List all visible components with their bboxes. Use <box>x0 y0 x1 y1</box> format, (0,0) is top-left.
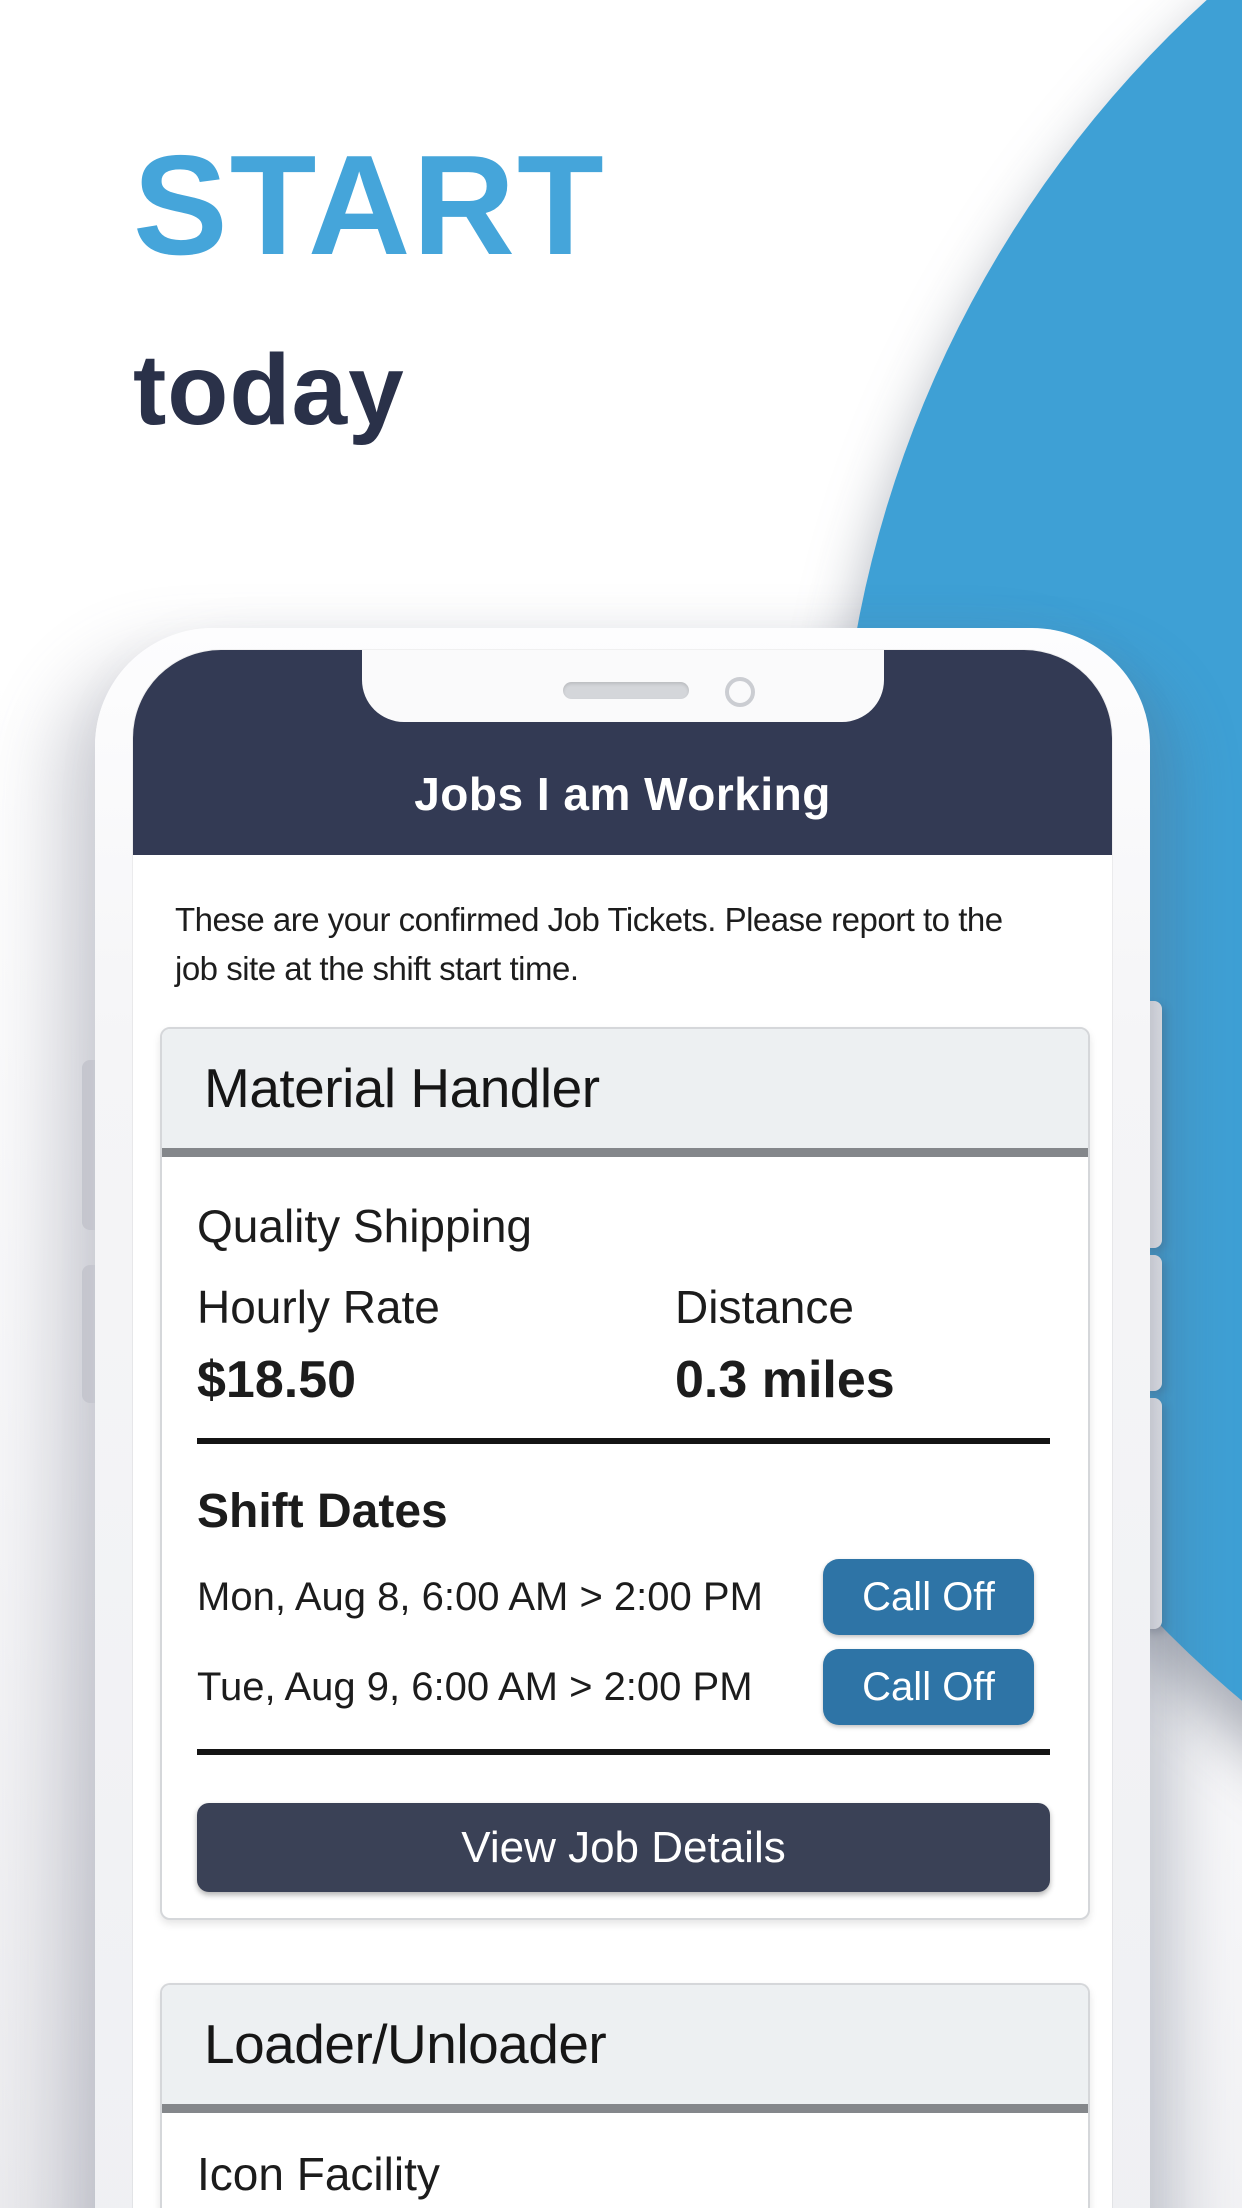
shift-datetime: Tue, Aug 9, 6:00 AM > 2:00 PM <box>197 1664 753 1709</box>
shift-row: Tue, Aug 9, 6:00 AM > 2:00 PM Call Off <box>197 1649 1050 1725</box>
call-off-button[interactable]: Call Off <box>823 1649 1034 1725</box>
rate-distance-labels: Hourly Rate Distance <box>197 1280 1050 1334</box>
job-title: Loader/Unloader <box>162 1985 1088 2113</box>
hero-title-today: today <box>133 334 405 447</box>
shift-dates-heading: Shift Dates <box>197 1485 448 1538</box>
job-card-material-handler: Material Handler Quality Shipping Hourly… <box>160 1027 1090 1920</box>
hero-text-block: START today <box>133 126 606 447</box>
app-header-bar: Jobs I am Working <box>133 650 1112 855</box>
speaker-grille-icon <box>563 682 689 699</box>
hourly-rate-label: Hourly Rate <box>197 1281 440 1333</box>
shift-datetime: Mon, Aug 8, 6:00 AM > 2:00 PM <box>197 1574 763 1619</box>
job-card-body: Quality Shipping Hourly Rate Distance $1… <box>162 1157 1088 1918</box>
job-card-loader-unloader: Loader/Unloader Icon Facility Hourly Rat… <box>160 1983 1090 2208</box>
intro-line-2: job site at the shift start time. <box>175 950 579 987</box>
facility-name: Icon Facility <box>197 2148 440 2200</box>
app-header-title: Jobs I am Working <box>414 768 831 820</box>
distance-value: 0.3 miles <box>675 1351 895 1409</box>
rate-distance-values: $18.50 0.3 miles <box>197 1350 1050 1410</box>
distance-label: Distance <box>675 1281 854 1333</box>
divider-rule <box>197 1749 1050 1755</box>
job-card-body: Icon Facility Hourly Rate Distance <box>162 2113 1088 2208</box>
job-title: Material Handler <box>162 1029 1088 1157</box>
front-camera-icon <box>725 677 755 707</box>
shift-row: Mon, Aug 8, 6:00 AM > 2:00 PM Call Off <box>197 1559 1050 1635</box>
view-job-details-button[interactable]: View Job Details <box>197 1803 1050 1892</box>
intro-line-1: These are your confirmed Job Tickets. Pl… <box>175 901 1003 938</box>
facility-name: Quality Shipping <box>197 1200 532 1252</box>
call-off-button[interactable]: Call Off <box>823 1559 1034 1635</box>
hourly-rate-value: $18.50 <box>197 1351 357 1409</box>
intro-text: These are your confirmed Job Tickets. Pl… <box>175 895 1100 993</box>
phone-screen: Jobs I am Working These are your confirm… <box>133 650 1112 2208</box>
divider-rule <box>197 1438 1050 1444</box>
hero-title-start: START <box>133 126 606 285</box>
phone-mockup-frame: Jobs I am Working These are your confirm… <box>95 628 1150 2208</box>
phone-notch <box>362 650 884 722</box>
